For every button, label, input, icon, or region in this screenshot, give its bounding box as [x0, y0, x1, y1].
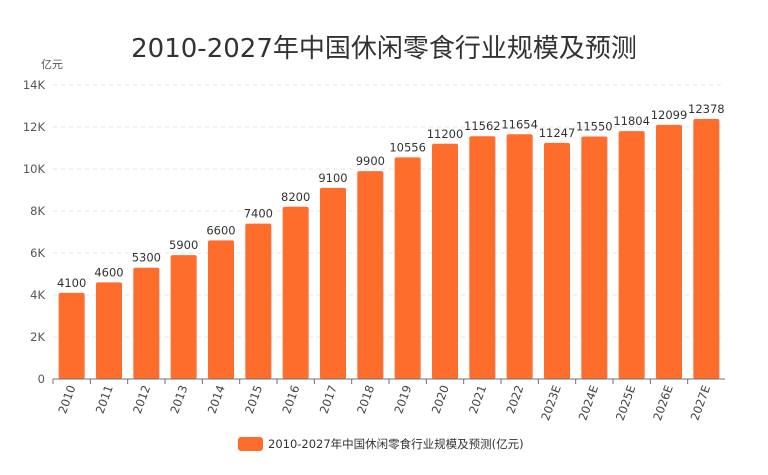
x-tick-label: 2010 [55, 383, 78, 415]
chart-title: 2010-2027年中国休闲零食行业规模及预测 [131, 34, 637, 64]
data-label: 9100 [318, 171, 347, 185]
y-tick-label: 12K [23, 120, 46, 134]
data-label: 5300 [132, 251, 161, 265]
y-tick-label: 8K [30, 204, 45, 218]
data-label: 11804 [613, 114, 650, 128]
bar[interactable] [693, 119, 720, 379]
x-tick-label: 2014 [205, 383, 228, 415]
data-label: 11247 [539, 126, 576, 140]
x-tick-label: 2011 [93, 383, 116, 415]
x-tick-label: 2027E [687, 383, 713, 422]
x-tick-label: 2017 [317, 383, 340, 415]
bar[interactable] [432, 143, 458, 379]
x-tick-label: 2012 [130, 383, 153, 415]
bar[interactable] [320, 187, 346, 379]
bar[interactable] [133, 267, 160, 379]
data-label: 9900 [356, 154, 385, 168]
y-tick-label: 0 [38, 372, 45, 386]
bar[interactable] [245, 223, 272, 379]
x-tick-label: 2016 [279, 383, 302, 415]
data-label: 6600 [206, 223, 235, 237]
y-tick-label: 6K [30, 246, 45, 260]
data-label: 11654 [501, 117, 538, 131]
bar[interactable] [469, 136, 496, 379]
bar[interactable] [618, 131, 645, 379]
bar[interactable] [58, 292, 85, 379]
data-label: 10556 [389, 140, 426, 154]
y-tick-label: 4K [30, 288, 45, 302]
bar[interactable] [282, 206, 309, 379]
bar[interactable] [506, 134, 533, 379]
y-tick-label: 10K [23, 162, 46, 176]
bar[interactable] [581, 136, 608, 379]
data-label: 11550 [576, 119, 613, 133]
y-tick-label: 14K [23, 78, 46, 92]
data-label: 12378 [688, 102, 725, 116]
bar[interactable] [208, 240, 234, 379]
data-label: 5900 [169, 238, 198, 252]
data-label: 7400 [244, 207, 273, 221]
bar[interactable] [96, 282, 122, 379]
x-tick-label: 2024E [575, 383, 601, 422]
data-label: 11200 [427, 127, 464, 141]
x-tick-label: 2019 [391, 383, 414, 415]
data-label: 4100 [57, 276, 86, 290]
x-tick-label: 2022 [503, 383, 526, 415]
x-tick-label: 2025E [613, 383, 639, 422]
legend-label: 2010-2027年中国休闲零食行业规模及预测(亿元) [268, 437, 524, 451]
legend-swatch [238, 437, 263, 451]
x-tick-label: 2026E [650, 383, 676, 422]
bar[interactable] [544, 142, 570, 379]
x-tick-label: 2021 [466, 383, 489, 415]
bar[interactable] [656, 124, 682, 380]
x-tick-label: 2018 [354, 383, 377, 415]
legend[interactable]: 2010-2027年中国休闲零食行业规模及预测(亿元) [238, 437, 524, 451]
data-label: 4600 [94, 265, 123, 279]
y-axis-label: 亿元 [41, 58, 63, 71]
x-tick-label: 2020 [429, 383, 452, 415]
x-tick-label: 2013 [167, 383, 190, 415]
data-label: 8200 [281, 190, 310, 204]
x-tick-label: 2023E [538, 383, 564, 422]
data-label: 12099 [651, 108, 688, 122]
x-tick-label: 2015 [242, 383, 265, 415]
data-label: 11562 [464, 119, 501, 133]
y-tick-label: 2K [30, 330, 45, 344]
bar[interactable] [170, 255, 197, 379]
bar[interactable] [394, 157, 421, 379]
bar[interactable] [357, 171, 384, 379]
